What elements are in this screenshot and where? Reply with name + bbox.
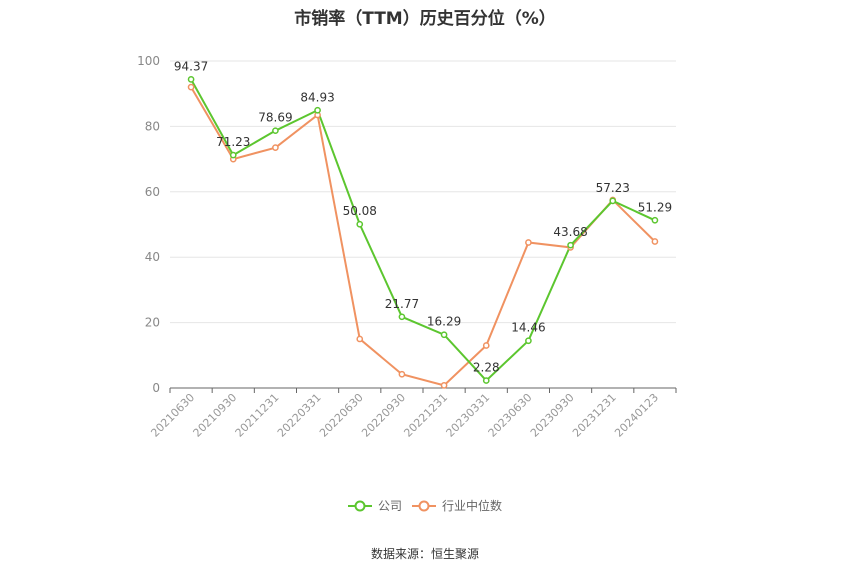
series-point-0 — [272, 127, 279, 135]
y-tick-label: 60 — [145, 185, 160, 199]
x-tick-label: 20210930 — [191, 391, 240, 440]
series-point-0 — [398, 313, 406, 321]
data-label: 14.46 — [511, 321, 545, 335]
data-label: 94.37 — [174, 59, 208, 73]
y-tick-label: 0 — [152, 381, 160, 395]
series-point-1 — [272, 144, 279, 152]
data-label: 43.68 — [553, 225, 587, 239]
y-tick-label: 80 — [145, 119, 160, 133]
x-tick-label: 20231231 — [570, 391, 619, 440]
legend-label-0: 公司 — [378, 499, 402, 513]
legend-marker-0 — [354, 500, 366, 512]
series-point-0 — [314, 106, 321, 114]
data-label: 50.08 — [343, 204, 377, 218]
series-point-1 — [398, 370, 406, 378]
legend-marker-1 — [418, 500, 430, 512]
x-tick-label: 20230930 — [528, 391, 577, 440]
series-point-0 — [651, 216, 659, 224]
x-tick-label: 20220331 — [275, 391, 324, 440]
data-label: 51.29 — [638, 200, 672, 214]
data-label: 84.93 — [300, 90, 334, 104]
series-line-0 — [190, 78, 656, 382]
x-tick-label: 20221231 — [401, 391, 450, 440]
series-point-0 — [482, 377, 490, 384]
x-tick-label: 20240123 — [612, 391, 661, 440]
data-label: 16.29 — [427, 315, 461, 329]
series-point-0 — [229, 151, 237, 159]
series-point-1 — [482, 342, 490, 349]
x-tick-label: 20211231 — [233, 391, 282, 440]
chart-title: 市销率（TTM）历史百分位（%） — [294, 9, 556, 29]
series-point-1 — [440, 382, 448, 389]
series-point-0 — [525, 337, 532, 345]
x-tick-label: 20230630 — [486, 391, 535, 440]
series-point-0 — [567, 241, 574, 249]
series-point-1 — [651, 238, 659, 245]
data-label: 78.69 — [258, 111, 292, 125]
x-tick-label: 20220630 — [317, 391, 366, 440]
series-point-1 — [187, 83, 195, 91]
series-point-0 — [609, 197, 617, 205]
legend-label-1: 行业中位数 — [442, 498, 502, 513]
data-source: 数据来源：恒生聚源 — [370, 547, 479, 561]
series-point-1 — [525, 239, 532, 246]
series-point-0 — [440, 331, 448, 339]
y-tick-label: 40 — [145, 250, 160, 264]
series-point-0 — [356, 220, 364, 228]
y-tick-label: 20 — [145, 316, 160, 330]
data-label: 21.77 — [385, 297, 419, 311]
x-tick-label: 20230331 — [444, 391, 493, 440]
series-point-1 — [356, 335, 364, 343]
series-line-1 — [190, 86, 656, 387]
data-label: 57.23 — [596, 181, 630, 195]
x-tick-label: 20220930 — [359, 391, 408, 440]
y-tick-label: 100 — [137, 54, 160, 68]
series-point-0 — [187, 76, 195, 83]
x-tick-label: 20210630 — [148, 391, 197, 440]
data-label: 2.28 — [473, 361, 500, 375]
data-label: 71.23 — [216, 135, 250, 149]
